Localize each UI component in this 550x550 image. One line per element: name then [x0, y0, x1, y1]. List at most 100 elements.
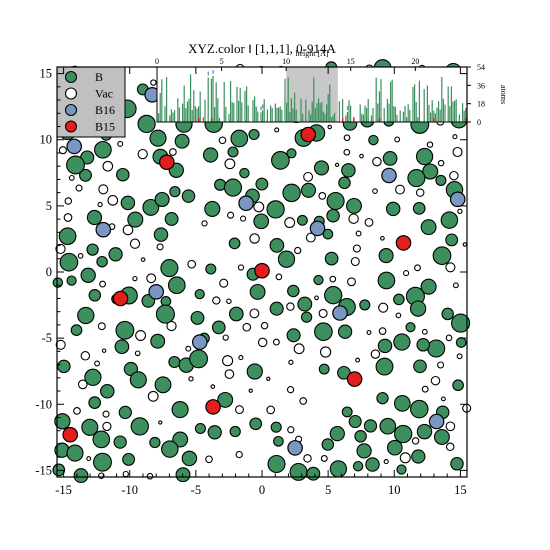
inset-bar	[170, 109, 172, 122]
atom-b	[153, 227, 169, 242]
inset-bar	[166, 77, 168, 122]
inset-bar	[241, 102, 243, 122]
inset-bar	[223, 81, 225, 122]
atom-vac	[421, 328, 428, 335]
atom-b	[207, 425, 222, 440]
atom-b	[365, 457, 380, 472]
atom-b	[269, 238, 285, 253]
inset-bar	[257, 111, 259, 122]
inset-bar-b15	[353, 118, 355, 122]
inset-bar	[217, 98, 219, 122]
atom-b	[86, 209, 103, 226]
atom-b	[172, 431, 189, 448]
atom-b	[167, 276, 186, 295]
atom-b	[324, 251, 339, 266]
atom-vac	[80, 351, 91, 361]
atom-b	[164, 212, 179, 226]
atom-b	[66, 275, 77, 286]
atom-b	[154, 376, 172, 394]
inset-bar	[287, 77, 289, 122]
atom-b	[253, 213, 270, 230]
atom-vac	[275, 273, 283, 281]
inset-bar	[338, 101, 340, 122]
atom-vac	[257, 337, 268, 348]
inset-bar-b15	[378, 118, 381, 122]
inset-bar	[362, 114, 364, 122]
atom-vac	[372, 188, 378, 194]
atom-vac	[399, 452, 411, 464]
y-tick-label: 0	[46, 265, 52, 279]
atom-b	[181, 189, 196, 203]
inset-bar	[383, 107, 385, 122]
atom-vac	[117, 140, 124, 147]
inset-bar-b15	[433, 118, 435, 122]
inset-bar	[178, 107, 180, 122]
atom-vac	[242, 322, 252, 332]
atom-vac	[303, 171, 314, 182]
atom-vac	[352, 244, 361, 253]
atom-b	[202, 147, 219, 163]
atom-b	[450, 457, 464, 471]
inset-bar	[311, 101, 313, 122]
inset-bar	[188, 98, 190, 122]
point-b16	[148, 283, 164, 300]
inset-bar	[255, 106, 257, 122]
atom-b	[217, 391, 234, 408]
atom-vac	[248, 388, 253, 393]
inset-bar	[436, 107, 438, 122]
y-tick-label: 5	[46, 199, 52, 213]
atom-b	[52, 277, 64, 288]
atom-vac	[372, 156, 382, 167]
atom-b	[81, 418, 99, 436]
atom-vac	[421, 385, 429, 393]
atom-vac	[452, 146, 463, 158]
atom-vac	[122, 470, 129, 478]
atom-vac	[58, 146, 67, 155]
atom-b	[356, 443, 372, 459]
atom-vac	[347, 277, 356, 287]
atom-b	[394, 424, 413, 444]
point-b15	[395, 235, 412, 251]
inset-bar	[426, 85, 428, 122]
point-b16	[309, 220, 326, 237]
atom-vac	[445, 262, 456, 273]
atom-b	[277, 250, 296, 268]
atom-b	[66, 444, 84, 462]
atom-vac	[205, 455, 213, 464]
atom-b	[359, 299, 371, 311]
atom-b	[271, 151, 290, 170]
atom-vac	[224, 369, 235, 379]
inset-bar	[455, 99, 457, 122]
atom-vac	[63, 213, 73, 222]
atom-vac	[146, 472, 154, 480]
atom-vac	[135, 330, 147, 341]
atom-b	[407, 169, 426, 188]
atom-vac	[140, 257, 146, 262]
atom-b	[412, 202, 426, 215]
atom-vac	[383, 459, 389, 465]
atom-b	[122, 452, 136, 466]
point-b16	[381, 167, 397, 184]
atom-vac	[355, 230, 362, 237]
atom-vac	[156, 243, 164, 251]
atom-b	[205, 263, 217, 275]
atom-vac	[380, 235, 385, 241]
inset-bar	[262, 110, 264, 122]
atom-b	[227, 146, 239, 158]
atom-vac	[456, 353, 463, 360]
inset-bar	[409, 110, 411, 122]
inset-bar	[345, 115, 347, 122]
atom-b	[142, 198, 160, 216]
atom-b	[385, 201, 401, 217]
atom-vac	[378, 302, 389, 313]
point-b16	[66, 138, 82, 155]
inset-bar	[252, 100, 254, 122]
point-b16	[332, 305, 348, 321]
atom-b	[189, 349, 209, 369]
inset-bar	[458, 114, 460, 122]
atom-b	[169, 185, 181, 198]
inset-bar	[194, 106, 196, 122]
atom-b	[214, 178, 227, 191]
inset-bar	[332, 115, 334, 122]
inset-bar	[191, 110, 193, 122]
